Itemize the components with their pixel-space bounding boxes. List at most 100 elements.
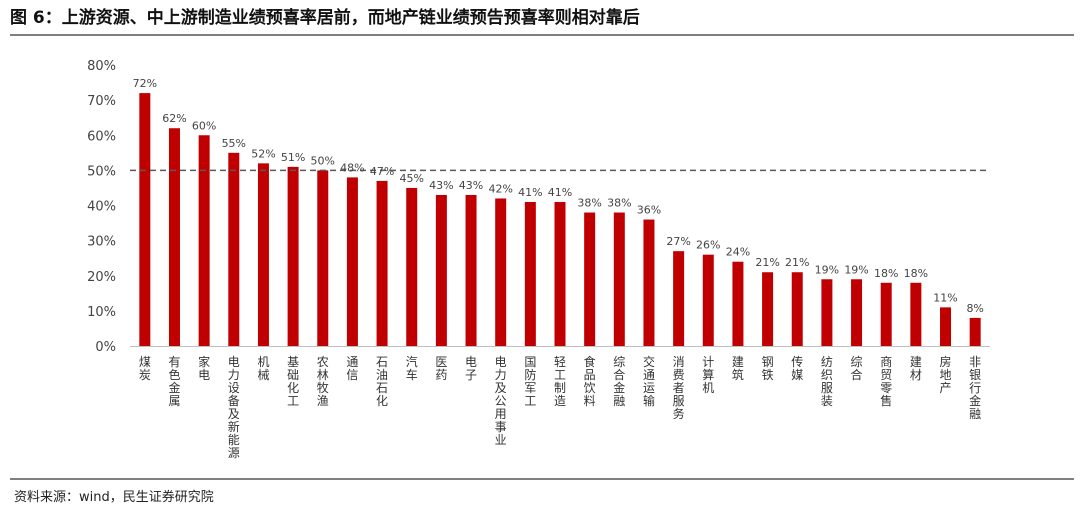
data-label: 43% xyxy=(459,179,483,192)
x-category-label: 家电 xyxy=(198,354,210,382)
data-label: 38% xyxy=(577,197,601,210)
bar xyxy=(643,219,655,346)
data-label: 8% xyxy=(966,302,983,315)
x-category-label: 煤炭 xyxy=(139,355,151,382)
x-category-label: 电力设备及新能源 xyxy=(228,355,240,460)
bar xyxy=(228,152,240,346)
data-label: 19% xyxy=(844,263,868,276)
x-category-label: 商贸零售 xyxy=(880,354,892,408)
x-category-label: 非银行金融 xyxy=(969,355,981,421)
x-category-label: 电子 xyxy=(465,355,477,382)
x-category-label: 交通运输 xyxy=(643,354,655,408)
bar xyxy=(762,272,774,346)
bar xyxy=(406,187,418,346)
bar xyxy=(346,177,358,346)
bar xyxy=(435,194,447,346)
x-category-label: 机械 xyxy=(257,355,269,382)
x-category-label: 消费者服务 xyxy=(673,355,685,421)
bar xyxy=(168,128,180,346)
x-category-label: 电力及公用事业 xyxy=(495,355,507,447)
y-tick-label: 30% xyxy=(87,235,116,250)
bar xyxy=(198,135,210,346)
data-label: 36% xyxy=(637,204,661,217)
data-label: 26% xyxy=(696,239,720,252)
bar xyxy=(910,282,922,346)
bar-series xyxy=(139,93,981,346)
data-label: 21% xyxy=(785,256,809,269)
data-label: 48% xyxy=(340,161,364,174)
data-label: 24% xyxy=(726,246,750,259)
data-label: 41% xyxy=(518,186,542,199)
y-tick-label: 0% xyxy=(95,340,116,355)
data-label: 41% xyxy=(548,186,572,199)
x-category-label: 国防军工 xyxy=(524,355,536,408)
y-tick-label: 40% xyxy=(87,200,116,215)
y-tick-label: 80% xyxy=(87,59,116,74)
x-category-label: 轻工制造 xyxy=(554,355,566,408)
data-label: 50% xyxy=(311,154,335,167)
data-label: 11% xyxy=(933,291,957,304)
y-tick-label: 20% xyxy=(87,270,116,285)
bar xyxy=(524,201,536,346)
top-divider xyxy=(10,34,1074,36)
bar xyxy=(821,279,833,346)
data-label: 27% xyxy=(666,235,690,248)
bar xyxy=(139,93,151,346)
bar xyxy=(376,180,388,346)
x-category-label: 食品饮料 xyxy=(584,354,596,408)
data-label: 55% xyxy=(222,137,246,150)
data-labels: 72% 62% 60% 55% 52% 51% 50% 48% 47% 45% 43% 43% 42% 4… xyxy=(133,77,984,315)
x-category-label: 石油石化 xyxy=(376,355,388,408)
x-category-label: 通信 xyxy=(346,355,358,382)
x-category-label: 医药 xyxy=(435,355,447,382)
bar-chart: 0% 10% 20% 30% 40% 50% 60% 70% 80% 72% 62% 60% 55% 5… xyxy=(87,59,990,460)
bar xyxy=(317,170,329,346)
x-axis: 煤炭 有色金属 家电 电力设备及新能源 机械 基础化工 农林牧渔 通信 石油石化 汽车医药电子电力… xyxy=(130,346,990,460)
bar xyxy=(791,272,803,346)
x-category-label: 钢铁 xyxy=(762,355,774,382)
bar xyxy=(554,201,566,346)
bar xyxy=(851,279,863,346)
y-tick-label: 60% xyxy=(87,129,116,144)
bar xyxy=(880,282,892,346)
data-label: 60% xyxy=(192,119,216,132)
data-label: 43% xyxy=(429,179,453,192)
data-label: 52% xyxy=(251,147,275,160)
x-category-label: 基础化工 xyxy=(287,355,299,408)
data-label: 38% xyxy=(607,197,631,210)
bar xyxy=(287,166,299,346)
data-label: 47% xyxy=(370,165,394,178)
x-category-label: 汽车 xyxy=(406,354,418,382)
bottom-divider xyxy=(10,478,1074,480)
data-label: 72% xyxy=(133,77,157,90)
x-category-label: 计算机 xyxy=(702,355,714,395)
data-label: 18% xyxy=(904,267,928,280)
bar xyxy=(940,307,952,346)
bar xyxy=(465,194,477,346)
x-category-label: 农林牧渔 xyxy=(317,355,329,408)
bar xyxy=(584,212,596,346)
source-note: 资料来源：wind，民生证券研究院 xyxy=(14,490,214,505)
data-label: 21% xyxy=(755,256,779,269)
bar xyxy=(673,251,685,346)
y-tick-label: 50% xyxy=(87,164,116,179)
figure-title: 图 6：上游资源、中上游制造业绩预喜率居前，而地产链业绩预告预喜率则相对靠后 xyxy=(10,8,640,28)
bar xyxy=(732,261,744,346)
y-axis: 0% 10% 20% 30% 40% 50% 60% 70% 80% xyxy=(87,59,116,355)
x-category-label: 有色金属 xyxy=(168,355,180,408)
data-label: 62% xyxy=(162,112,186,125)
x-category-label: 综合 xyxy=(851,355,863,382)
bar xyxy=(969,317,981,346)
y-tick-label: 70% xyxy=(87,94,116,109)
data-label: 18% xyxy=(874,267,898,280)
bar xyxy=(495,198,507,346)
x-category-label: 房地产 xyxy=(940,354,952,395)
x-category-label: 建材 xyxy=(910,355,922,382)
x-category-label: 建筑 xyxy=(732,355,744,382)
data-label: 51% xyxy=(281,151,305,164)
bar xyxy=(613,212,625,346)
x-category-label: 综合金融 xyxy=(613,355,625,408)
x-category-label: 传媒 xyxy=(791,354,803,382)
data-label: 19% xyxy=(815,263,839,276)
x-category-label: 纺织服装 xyxy=(821,355,833,408)
